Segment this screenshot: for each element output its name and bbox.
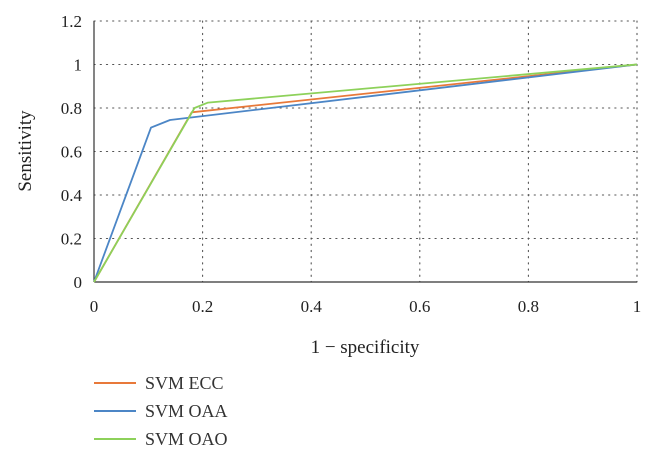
- legend-label: SVM OAA: [145, 401, 228, 421]
- x-tick-label: 0: [90, 297, 99, 316]
- x-tick-label: 1: [633, 297, 642, 316]
- y-tick-label: 1.2: [61, 12, 82, 31]
- axes: [93, 21, 637, 283]
- x-tick-labels: 0 0.2 0.4 0.6 0.8 1: [90, 297, 642, 316]
- x-tick-label: 0.8: [518, 297, 539, 316]
- series-lines: [93, 63, 638, 283]
- legend: SVM ECC SVM OAA SVM OAO: [94, 373, 228, 449]
- y-tick-label: 0: [74, 273, 83, 292]
- y-tick-label: 0.4: [61, 186, 83, 205]
- x-tick-label: 0.2: [192, 297, 213, 316]
- x-tick-label: 0.4: [301, 297, 323, 316]
- grid-lines: [93, 20, 638, 283]
- y-tick-labels: 0 0.2 0.4 0.6 0.8 1 1.2: [61, 12, 83, 292]
- y-tick-label: 0.8: [61, 99, 82, 118]
- series-line-svm-oaa: [93, 63, 638, 283]
- y-tick-label: 0.2: [61, 230, 82, 249]
- legend-label: SVM OAO: [145, 429, 228, 449]
- x-axis-label: 1 − specificity: [311, 337, 420, 358]
- series-line-svm-oao: [93, 63, 638, 283]
- y-tick-label: 1: [74, 56, 83, 75]
- y-tick-label: 0.6: [61, 143, 82, 162]
- x-tick-label: 0.6: [409, 297, 430, 316]
- legend-label: SVM ECC: [145, 373, 224, 393]
- y-axis-label: Sensitivity: [15, 110, 36, 192]
